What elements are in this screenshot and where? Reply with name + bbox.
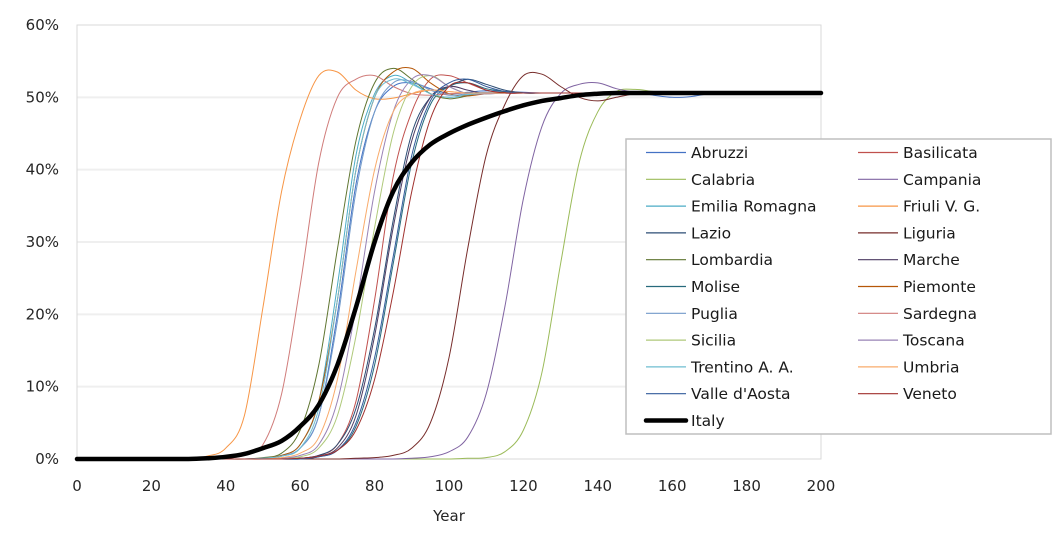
legend-item-italy: Italy (643, 412, 725, 430)
legend-label: Basilicata (903, 144, 978, 162)
y-tick-label: 10% (26, 378, 59, 396)
legend-label: Emilia Romagna (691, 198, 817, 216)
x-tick-label: 200 (807, 477, 836, 495)
legend-item-valle-d-aosta: Valle d'Aosta (646, 385, 791, 403)
x-tick-label: 0 (72, 477, 82, 495)
x-tick-label: 180 (732, 477, 761, 495)
legend-item-liguria: Liguria (858, 224, 956, 242)
legend-item-sicilia: Sicilia (646, 332, 736, 350)
x-axis-title: Year (432, 507, 466, 525)
legend-label: Liguria (903, 224, 956, 242)
legend-item-molise: Molise (646, 278, 740, 296)
y-tick-label: 0% (35, 450, 59, 468)
y-tick-label: 40% (26, 161, 59, 179)
legend-label: Lombardia (691, 251, 773, 269)
x-tick-label: 40 (216, 477, 235, 495)
legend-item-sardegna: Sardegna (858, 305, 977, 323)
legend-item-puglia: Puglia (646, 305, 738, 323)
legend-label: Lazio (691, 224, 731, 242)
legend-label: Campania (903, 171, 981, 189)
y-axis: 0% 10% 20% 30% 40% 50% 60% (26, 16, 59, 468)
legend-item-trentino-a-a: Trentino A. A. (646, 358, 794, 376)
legend-label: Italy (691, 412, 725, 430)
legend-label: Trentino A. A. (690, 358, 794, 376)
legend-label: Molise (691, 278, 740, 296)
series-lines (74, 66, 824, 462)
legend-item-basilicata: Basilicata (858, 144, 978, 162)
legend-item-abruzzi: Abruzzi (646, 144, 748, 162)
legend-item-veneto: Veneto (858, 385, 957, 403)
x-tick-label: 140 (583, 477, 612, 495)
legend-label: Toscana (902, 332, 965, 350)
legend-item-piemonte: Piemonte (858, 278, 976, 296)
x-tick-label: 120 (509, 477, 538, 495)
legend-item-calabria: Calabria (646, 171, 755, 189)
legend-item-lombardia: Lombardia (646, 251, 773, 269)
legend-label: Sardegna (903, 305, 977, 323)
x-tick-label: 20 (142, 477, 161, 495)
legend-item-toscana: Toscana (858, 332, 965, 350)
legend-label: Veneto (903, 385, 957, 403)
legend-label: Valle d'Aosta (691, 385, 791, 403)
legend-label: Sicilia (691, 332, 736, 350)
y-tick-label: 20% (26, 305, 59, 323)
y-tick-label: 30% (26, 233, 59, 251)
legend-box (625, 138, 1052, 435)
legend-item-lazio: Lazio (646, 224, 731, 242)
x-tick-label: 60 (291, 477, 310, 495)
legend-label: Friuli V. G. (903, 198, 980, 216)
x-tick-label: 80 (365, 477, 384, 495)
y-tick-label: 60% (26, 16, 59, 34)
x-axis: 0 20 40 60 80 100 120 140 160 180 200 (72, 477, 835, 495)
y-tick-label: 50% (26, 88, 59, 106)
x-tick-label: 160 (658, 477, 687, 495)
legend-item-umbria: Umbria (858, 358, 959, 376)
x-tick-label: 100 (435, 477, 464, 495)
series-line-italy (74, 90, 824, 462)
legend-label: Puglia (691, 305, 738, 323)
legend-label: Umbria (903, 358, 959, 376)
legend-label: Piemonte (903, 278, 976, 296)
legend-item-marche: Marche (858, 251, 960, 269)
legend-item-friuli-v-g: Friuli V. G. (858, 198, 980, 216)
legend-label: Calabria (691, 171, 755, 189)
legend-item-emilia-romagna: Emilia Romagna (646, 198, 817, 216)
legend-label: Marche (903, 251, 960, 269)
legend: Abruzzi Basilicata Calabria Campania Emilia … (625, 138, 1052, 435)
legend-item-campania: Campania (858, 171, 981, 189)
legend-label: Abruzzi (691, 144, 748, 162)
